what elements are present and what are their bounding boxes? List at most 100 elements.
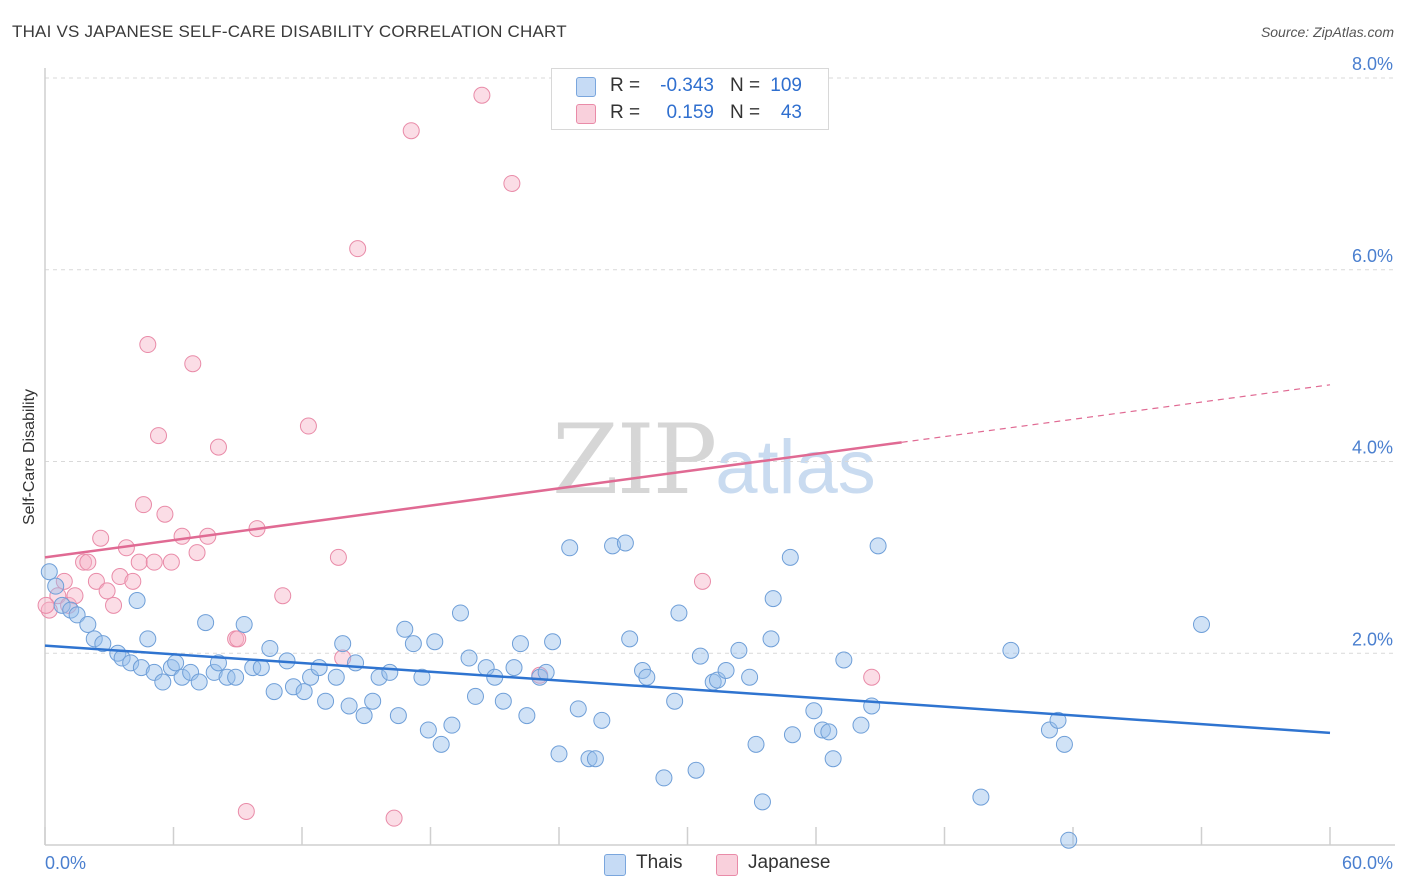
japanese-point — [98, 582, 116, 600]
thais-point — [741, 668, 759, 686]
thais-point — [132, 659, 150, 677]
japanese-point — [105, 596, 123, 614]
thais-point — [655, 769, 673, 787]
thais-point — [835, 651, 853, 669]
thais-point — [340, 697, 358, 715]
legend-swatch-thais — [604, 854, 626, 876]
y-tick-label: 2.0% — [1352, 629, 1393, 649]
thais-point — [1002, 641, 1020, 659]
thais-point — [40, 563, 58, 581]
thais-point — [580, 750, 598, 768]
japanese-point — [349, 240, 367, 258]
thais-point — [139, 630, 157, 648]
legend-r-value: -0.343 — [660, 75, 714, 96]
thais-point — [717, 662, 735, 680]
thais-point — [561, 539, 579, 557]
japanese-point — [385, 809, 403, 827]
japanese-point — [139, 336, 157, 354]
japanese-points — [37, 86, 881, 827]
thais-point — [334, 635, 352, 653]
thais-point — [569, 700, 587, 718]
y-tick-label: 8.0% — [1352, 54, 1393, 74]
japanese-point — [162, 553, 180, 571]
thais-point — [426, 633, 444, 651]
watermark-atlas: atlas — [715, 425, 876, 510]
thais-point — [364, 692, 382, 710]
japanese-point — [37, 596, 55, 614]
thais-point — [621, 630, 639, 648]
thais-point — [1049, 711, 1067, 729]
thais-point — [869, 537, 887, 555]
japanese-point — [473, 86, 491, 104]
thais-point — [586, 750, 604, 768]
thais-point — [182, 663, 200, 681]
thais-point — [518, 707, 536, 725]
thais-point — [355, 707, 373, 725]
thais-point — [813, 721, 831, 739]
thais-point — [494, 692, 512, 710]
thais-point — [550, 745, 568, 763]
thais-point — [413, 668, 431, 686]
japanese-point — [863, 668, 881, 686]
thais-point — [852, 716, 870, 734]
thais-point — [972, 788, 990, 806]
japanese-point — [156, 505, 174, 523]
thais-point — [466, 687, 484, 705]
thais-point — [730, 641, 748, 659]
thais-point — [432, 735, 450, 753]
thais-trend-solid — [44, 644, 1331, 735]
thais-point — [47, 577, 65, 595]
thais-point — [128, 592, 146, 610]
thais-point — [666, 692, 684, 710]
thais-point — [317, 692, 335, 710]
japanese-point — [173, 527, 191, 545]
thais-point — [261, 639, 279, 657]
thais-point — [1060, 831, 1078, 849]
watermark: ZIPatlas — [552, 404, 876, 516]
legend-label-thais: Thais — [636, 852, 683, 873]
legend-n-label: N = — [730, 102, 761, 123]
thais-point — [783, 726, 801, 744]
japanese-point — [274, 587, 292, 605]
thais-point — [593, 711, 611, 729]
thais-point — [190, 673, 208, 691]
thais-point — [53, 596, 71, 614]
thais-point — [167, 654, 185, 672]
thais-point — [670, 604, 688, 622]
thais-point — [505, 659, 523, 677]
japanese-point — [92, 529, 110, 547]
japanese-point — [40, 601, 58, 619]
japanese-point — [299, 417, 317, 435]
y-tick-label: 6.0% — [1352, 246, 1393, 266]
source-credit: Source: ZipAtlas.com — [1260, 24, 1394, 40]
x-tick-label: 0.0% — [45, 853, 86, 873]
legend-swatch-thais — [576, 77, 596, 97]
japanese-point — [79, 553, 97, 571]
thais-point — [327, 668, 345, 686]
correlation-legend: R = -0.343 N = 109 R = 0.159 N = 43 — [551, 68, 829, 130]
japanese-point — [124, 572, 142, 590]
thais-point — [687, 761, 705, 779]
trend-lines — [44, 384, 1331, 735]
thais-point — [302, 668, 320, 686]
thais-point — [753, 793, 771, 811]
grid-lines — [45, 77, 1395, 654]
thais-point — [265, 683, 283, 701]
thais-point — [820, 723, 838, 741]
thais-point — [691, 647, 709, 665]
legend-swatch-japanese — [716, 854, 738, 876]
thais-point — [227, 668, 245, 686]
y-tick-label: 4.0% — [1352, 438, 1393, 458]
japanese-point — [329, 548, 347, 566]
japanese-point — [145, 553, 163, 571]
series-legend: Thais Japanese — [0, 852, 1406, 878]
legend-r-label: R = — [610, 75, 641, 96]
japanese-point — [209, 438, 227, 456]
thais-point — [389, 707, 407, 725]
japanese-point — [402, 122, 420, 140]
thais-point — [396, 620, 414, 638]
thais-point — [762, 630, 780, 648]
legend-swatch-japanese — [576, 104, 596, 124]
thais-point — [295, 683, 313, 701]
